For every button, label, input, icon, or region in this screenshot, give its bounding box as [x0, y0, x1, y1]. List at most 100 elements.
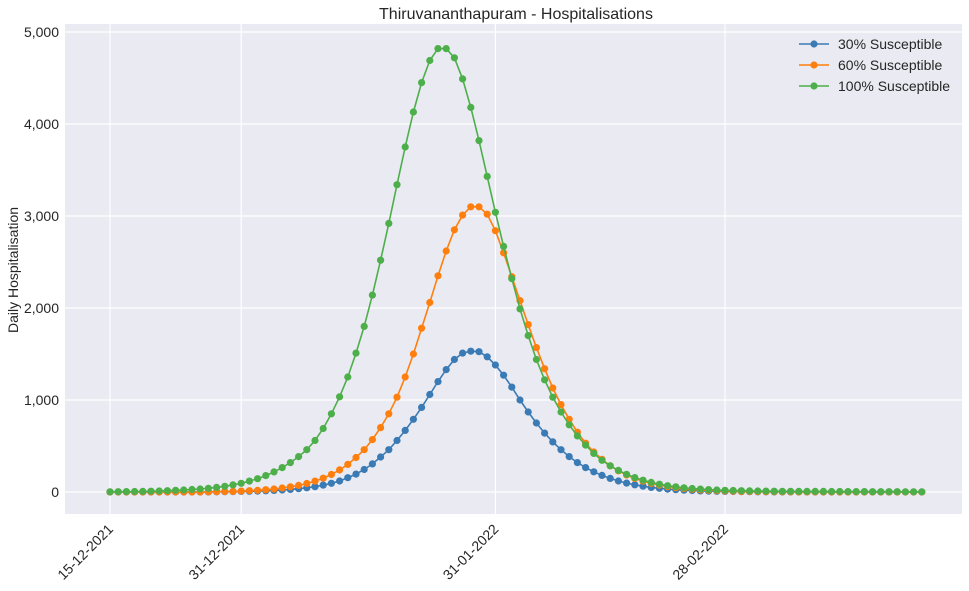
data-point [139, 487, 147, 495]
legend-label: 30% Susceptible [838, 36, 943, 52]
data-point [606, 474, 614, 482]
data-point [450, 226, 458, 234]
data-point [286, 459, 294, 467]
legend-marker [810, 40, 818, 48]
data-point [131, 487, 139, 496]
data-point [803, 487, 811, 495]
x-tick-label: 28-02-2022 [669, 521, 731, 583]
data-point [352, 349, 360, 357]
data-point [344, 474, 352, 482]
data-point [532, 344, 541, 352]
data-point [483, 353, 491, 361]
data-point [303, 479, 311, 488]
data-point [122, 488, 130, 496]
data-point [688, 484, 696, 493]
y-tick-label: 5,000 [24, 24, 59, 40]
data-point [623, 470, 631, 478]
data-point [377, 453, 385, 461]
data-point [401, 373, 409, 381]
data-point [319, 424, 327, 433]
data-point [106, 488, 114, 496]
data-point [811, 487, 819, 495]
data-point [368, 436, 376, 444]
data-point [467, 103, 475, 111]
data-point [426, 390, 434, 399]
data-point [631, 481, 639, 489]
data-point [409, 415, 417, 423]
data-point [442, 45, 450, 53]
data-point [541, 365, 549, 373]
data-point [664, 482, 672, 490]
data-point [680, 484, 688, 492]
data-point [491, 361, 499, 369]
data-point [483, 210, 491, 218]
data-point [418, 79, 426, 87]
data-point [311, 477, 319, 485]
data-point [327, 410, 335, 418]
data-point [893, 488, 901, 496]
data-point [500, 371, 508, 379]
data-point [590, 449, 598, 457]
data-point [377, 256, 385, 264]
data-point [270, 468, 278, 476]
data-point [598, 471, 606, 479]
data-point [885, 488, 893, 496]
data-point [901, 488, 910, 496]
series-line [109, 47, 922, 493]
data-point [549, 384, 557, 392]
data-point [442, 366, 450, 374]
data-point [918, 488, 926, 496]
data-point [229, 481, 237, 489]
data-point [877, 488, 885, 496]
data-point [237, 479, 245, 487]
data-point [491, 208, 499, 216]
data-point [549, 438, 557, 446]
data-point [729, 486, 737, 495]
data-point [278, 464, 286, 472]
data-point [844, 488, 852, 496]
data-point [352, 453, 360, 462]
data-point [852, 488, 860, 496]
data-point [286, 483, 294, 491]
data-point [163, 487, 171, 495]
data-point [532, 355, 541, 364]
data-point [229, 487, 237, 495]
data-point [245, 477, 253, 485]
data-point [532, 419, 541, 427]
data-point [459, 349, 467, 357]
data-point [450, 54, 458, 62]
data-point [434, 272, 442, 280]
legend-marker [810, 61, 818, 69]
data-point [836, 487, 844, 496]
data-point [573, 459, 582, 467]
data-point [762, 487, 770, 495]
plot-background [65, 24, 962, 514]
data-point [819, 487, 828, 495]
data-point [327, 479, 335, 487]
data-point [541, 376, 549, 384]
data-point [467, 203, 475, 211]
data-point [795, 487, 803, 495]
y-tick-labels: 0 1,000 2,000 3,000 4,000 5,000 [24, 24, 59, 500]
series-layer [106, 45, 926, 496]
data-point [237, 487, 245, 495]
data-point [582, 464, 590, 472]
data-point [860, 488, 869, 496]
data-point [655, 480, 664, 488]
data-point [639, 482, 647, 490]
data-point [385, 446, 393, 454]
data-point [647, 478, 655, 486]
data-point [557, 446, 565, 454]
data-point [565, 421, 573, 429]
data-point [450, 355, 458, 364]
data-point [770, 487, 778, 495]
data-point [582, 441, 590, 449]
data-point [409, 108, 417, 116]
data-point [737, 487, 746, 495]
data-point [344, 460, 352, 468]
data-point [705, 486, 713, 494]
data-point [393, 181, 401, 189]
data-point [180, 486, 188, 494]
data-point [623, 479, 631, 487]
